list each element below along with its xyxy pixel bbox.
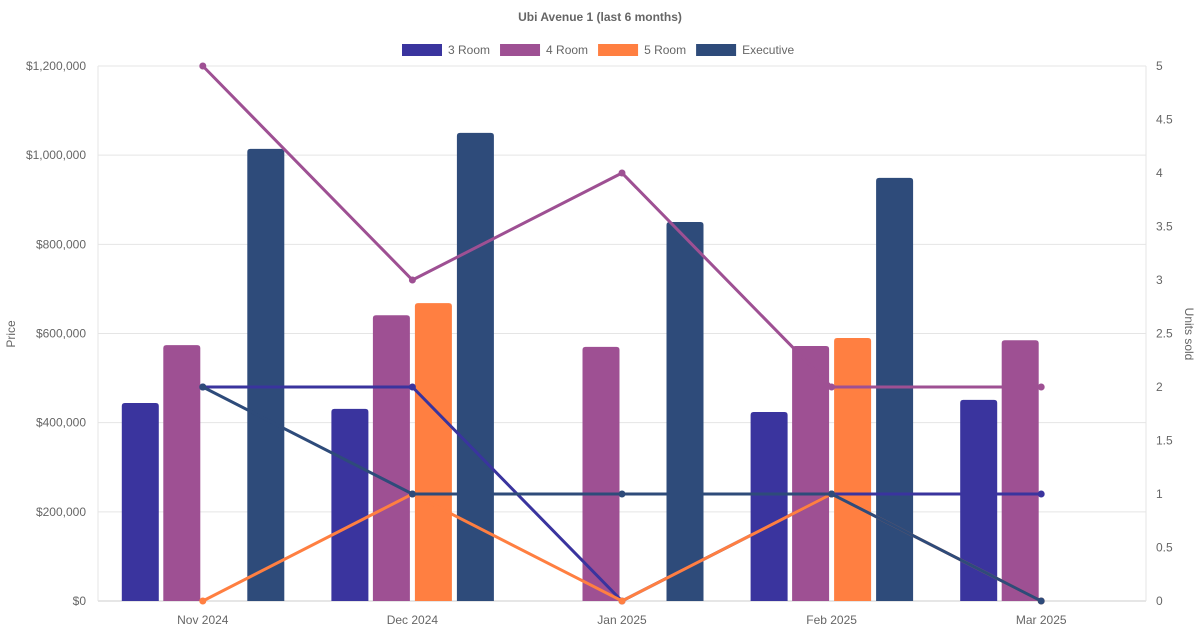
x-tick-label: Nov 2024 [177, 613, 229, 627]
legend-label: 4 Room [546, 43, 588, 57]
bar-executive [666, 222, 704, 601]
bar-4-room [582, 346, 620, 601]
y2-tick-label: 0 [1156, 594, 1163, 608]
y2-tick-label: 2 [1156, 380, 1163, 394]
bar-5-room [414, 303, 452, 601]
legend-swatch [696, 44, 737, 56]
y-tick-label: $1,000,000 [26, 148, 86, 162]
y2-tick-label: 5 [1156, 59, 1163, 73]
y2-tick-label: 0.5 [1156, 541, 1173, 555]
units-point [408, 490, 416, 498]
y2-axis-label: Units sold [1182, 308, 1196, 361]
y-tick-label: $1,200,000 [26, 59, 86, 73]
x-tick-label: Mar 2025 [1016, 613, 1067, 627]
bar-executive [876, 177, 914, 601]
units-point [1037, 490, 1045, 498]
legend-swatch [598, 44, 639, 56]
units-line-5-room [202, 492, 1042, 603]
y2-tick-label: 4.5 [1156, 113, 1173, 127]
units-point [618, 597, 626, 605]
x-tick-label: Jan 2025 [597, 613, 647, 627]
chart-title: Ubi Avenue 1 (last 6 months) [518, 10, 682, 24]
y-tick-label: $400,000 [36, 416, 86, 430]
bar-4-room [163, 345, 201, 601]
units-point [828, 490, 836, 498]
bar-executive [247, 148, 285, 602]
bar-3-room [331, 408, 369, 601]
y-tick-label: $200,000 [36, 505, 86, 519]
units-point [408, 383, 416, 391]
units-point [199, 383, 207, 391]
bar-5-room [834, 337, 872, 601]
y2-tick-label: 4 [1156, 166, 1163, 180]
bar-3-room [960, 399, 998, 601]
bar-3-room [121, 403, 159, 601]
y-tick-label: $600,000 [36, 327, 86, 341]
y-axis-label: Price [4, 320, 18, 348]
y2-tick-label: 3 [1156, 273, 1163, 287]
legend-label: 3 Room [448, 43, 490, 57]
units-point [828, 383, 836, 391]
legend-label: Executive [742, 43, 794, 57]
bar-3-room [750, 411, 788, 601]
y2-tick-label: 1 [1156, 487, 1163, 501]
units-point [199, 62, 207, 70]
legend-swatch [402, 44, 442, 56]
legend-swatch [500, 44, 541, 56]
y-tick-label: $800,000 [36, 237, 86, 251]
bar-4-room [792, 345, 830, 601]
x-tick-label: Dec 2024 [387, 613, 439, 627]
x-tick-label: Feb 2025 [806, 613, 857, 627]
y2-tick-label: 1.5 [1156, 434, 1173, 448]
bar-4-room [1001, 340, 1039, 601]
units-line-4-room [201, 64, 1042, 389]
units-point [618, 169, 626, 177]
legend-label: 5 Room [644, 43, 686, 57]
units-point [1037, 383, 1045, 391]
units-point [618, 490, 626, 498]
units-point [199, 597, 207, 605]
bar-4-room [372, 315, 410, 601]
units-point [1037, 597, 1045, 605]
y2-tick-label: 2.5 [1156, 327, 1173, 341]
units-point [408, 276, 416, 284]
y-tick-label: $0 [73, 594, 87, 608]
y2-tick-label: 3.5 [1156, 220, 1173, 234]
bar-executive [456, 132, 494, 601]
